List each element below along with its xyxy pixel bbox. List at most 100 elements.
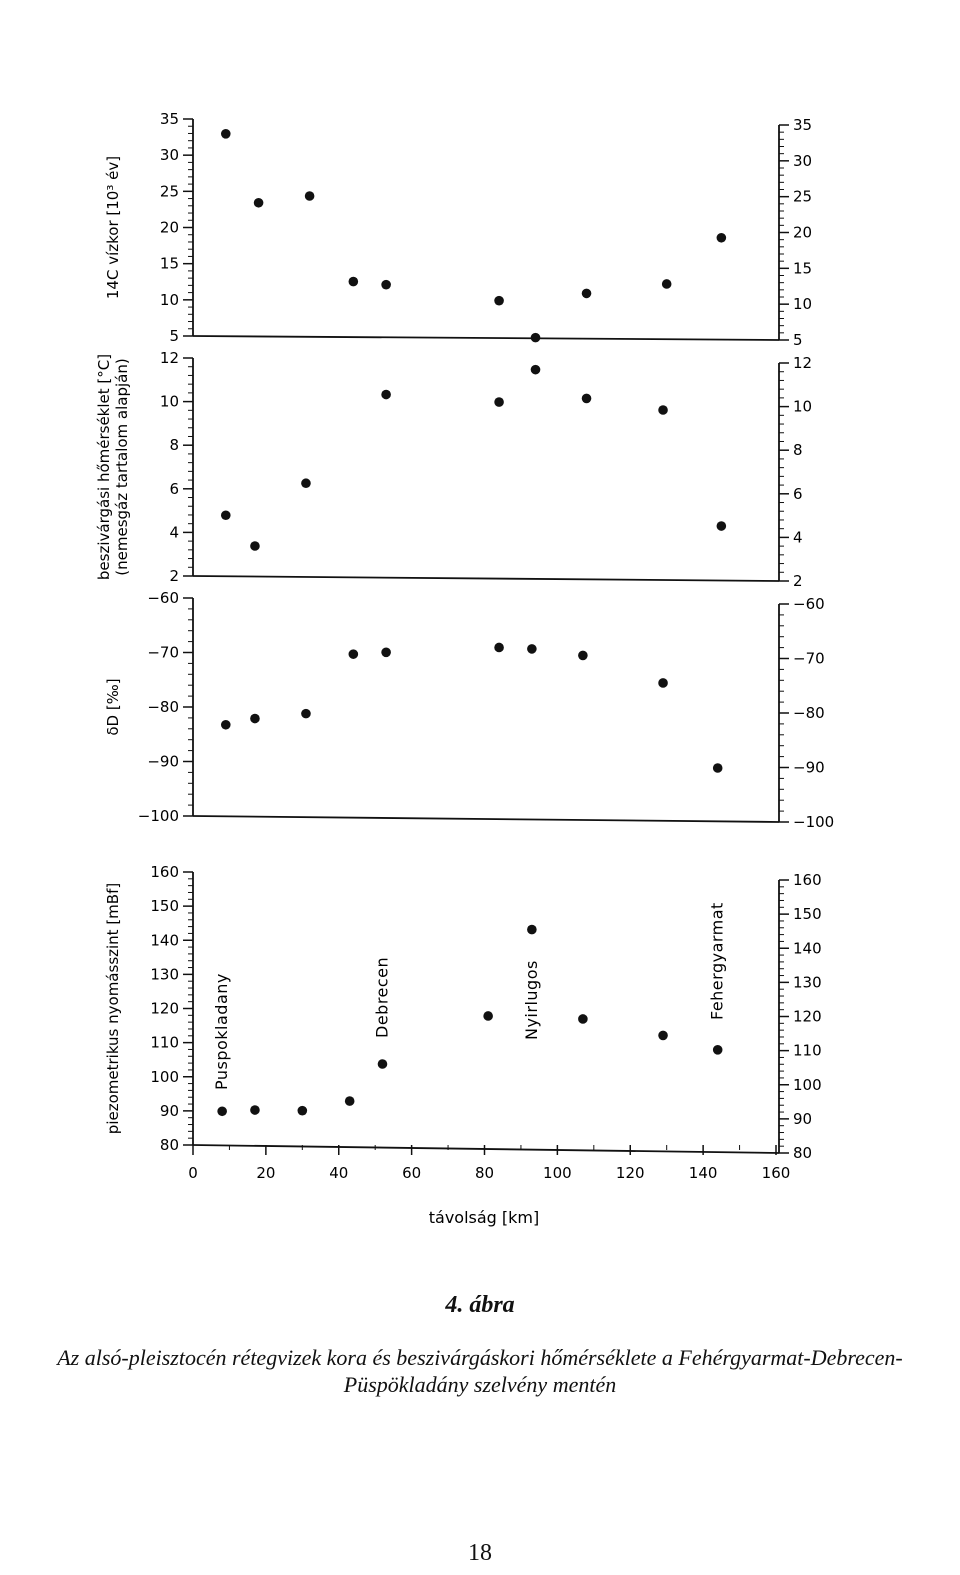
panel3-left-tick-label: −80 <box>147 698 179 716</box>
panel4-left-tick-label: 80 <box>160 1136 179 1154</box>
x-tick-label: 20 <box>256 1164 275 1182</box>
panel1-data-point <box>716 232 727 243</box>
panel3-data-point <box>348 649 359 659</box>
panel4-data-point <box>344 1096 355 1106</box>
x-axis <box>192 1144 780 1154</box>
panel4-data-point <box>712 1045 723 1055</box>
panel3-left-tick-label: −60 <box>147 589 179 607</box>
page-number: 18 <box>468 1540 492 1566</box>
x-axis-label: távolság [km] <box>429 1208 540 1227</box>
panel3-data-point <box>220 719 231 730</box>
panel2-left-tick-label: 8 <box>169 436 179 454</box>
panel4-left-tick-label: 120 <box>150 1000 179 1018</box>
panel3-right-tick-label: −60 <box>793 595 825 613</box>
panel3-left-tick-label: −100 <box>138 807 179 825</box>
panel4-data-point <box>578 1014 588 1024</box>
panel3-data-point <box>301 708 311 719</box>
figure-caption-text: Az alsó-pleisztocén rétegvizek kora és b… <box>57 1345 903 1397</box>
panel2-left-tick-label: 10 <box>160 393 179 411</box>
panel3-left-tick-label: −70 <box>147 644 179 662</box>
panel2-data-point <box>658 405 668 415</box>
panel2-left-tick-label: 12 <box>160 349 179 367</box>
panel1-right-tick-label: 20 <box>793 224 812 242</box>
x-tick-label: 140 <box>689 1164 718 1182</box>
x-tick-label: 80 <box>475 1164 494 1182</box>
panel1-data-point <box>661 279 672 289</box>
panel3-right-tick-label: −70 <box>793 650 825 668</box>
panel1-left-tick-label: 15 <box>160 255 179 273</box>
panel3-right-tick-label: −100 <box>793 813 834 831</box>
panel3-left-tick-label: −90 <box>147 753 179 771</box>
panel2-left-tick-label: 6 <box>169 480 179 498</box>
panel1-data-point <box>304 191 315 201</box>
panel4-data-point <box>250 1105 260 1115</box>
panel4-left-tick-label: 140 <box>150 931 179 949</box>
panel2-baseline <box>192 575 780 582</box>
panel1-data-point <box>253 197 264 208</box>
panel1-right-tick-label: 25 <box>793 188 812 206</box>
panel3-ylabel: δD [‰] <box>104 678 122 735</box>
panel1-data-point <box>220 128 231 139</box>
panel1-left-tick-label: 20 <box>160 219 179 237</box>
panel3-data-point <box>712 763 723 773</box>
panel1-left-tick-label: 5 <box>169 327 179 345</box>
panel2-data-point <box>494 397 504 407</box>
panel2-ylabel: (nemesgáz tartalom alapján) <box>113 358 131 575</box>
panel4-left-tick-label: 130 <box>150 965 179 983</box>
panel4-data-point <box>658 1030 668 1041</box>
panel3-data-point <box>578 650 588 661</box>
x-tick-label: 40 <box>329 1164 348 1182</box>
panel2-right-tick-label: 2 <box>793 572 803 590</box>
panel4-right-tick-label: 160 <box>793 871 822 889</box>
panel1-data-point <box>381 279 391 290</box>
panel4-right-tick-label: 140 <box>793 939 822 957</box>
panel1-left-tick-label: 25 <box>160 182 179 200</box>
panel4-right-tick-label: 130 <box>793 973 822 991</box>
panel4-right-tick-label: 80 <box>793 1144 812 1162</box>
panel4-left-tick-label: 100 <box>150 1068 179 1086</box>
panel1-left-tick-label: 10 <box>160 291 179 309</box>
panel2-data-point <box>530 364 541 375</box>
location-label: Nyirlugos <box>522 960 541 1040</box>
panel4-data-point <box>483 1011 493 1021</box>
panel3-data-point <box>250 713 260 724</box>
location-label: Debrecen <box>372 957 391 1038</box>
panel4-right-tick-label: 100 <box>793 1076 822 1094</box>
x-tick-label: 0 <box>188 1164 198 1182</box>
panel3-data-point <box>381 647 391 658</box>
panel2-data-point <box>220 510 231 521</box>
panel1-baseline <box>192 335 780 341</box>
figure-caption-title: 4. ábra <box>445 1292 515 1318</box>
panel1-data-point <box>530 332 541 343</box>
panel4-left-tick-label: 110 <box>150 1034 179 1052</box>
panel3-right-tick-label: −90 <box>793 759 825 777</box>
location-label: Fehergyarmat <box>708 902 727 1020</box>
panel4-data-point <box>217 1106 227 1117</box>
panel1-right-tick-label: 15 <box>793 259 812 277</box>
x-tick-label: 160 <box>762 1164 791 1182</box>
x-tick-label: 100 <box>543 1164 572 1182</box>
panel1-data-point <box>581 288 592 299</box>
panel2-data-point <box>716 521 727 531</box>
panel1-left-tick-label: 35 <box>160 110 179 128</box>
panel4-left-tick-label: 90 <box>160 1102 179 1120</box>
panel2-right-tick-label: 12 <box>793 354 812 372</box>
panel2-left-tick-label: 4 <box>169 523 179 541</box>
panel2-data-point <box>250 541 260 551</box>
panel1-left-tick-label: 30 <box>160 146 179 164</box>
panel2-right-tick-label: 10 <box>793 398 812 416</box>
panel4-ylabel: piezometrikus nyomásszint [mBf] <box>104 883 122 1134</box>
panel3-right-tick-label: −80 <box>793 704 825 722</box>
panel3-baseline <box>192 815 780 823</box>
panel1-right-tick-label: 5 <box>793 331 803 349</box>
panel4-data-point <box>377 1059 388 1069</box>
panel4-right-tick-label: 90 <box>793 1110 812 1128</box>
panel3-data-point <box>494 642 504 653</box>
panel4-right-tick-label: 150 <box>793 905 822 923</box>
panel1-ylabel: 14C vízkor [10³ év] <box>104 156 122 299</box>
panel2-right-tick-label: 6 <box>793 485 803 503</box>
panel2-ylabel: beszivárgási hőmérséklet [°C] <box>95 354 113 580</box>
panel2-data-point <box>301 478 311 489</box>
panel1-data-point <box>494 295 504 306</box>
